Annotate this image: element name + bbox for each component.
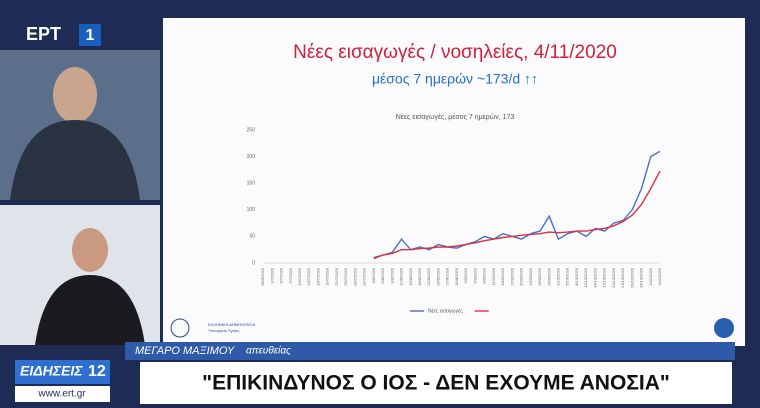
x-tick-label: 7/7/2020: [288, 267, 293, 283]
series-line: [373, 170, 661, 259]
x-tick-label: 30/8/2020: [454, 267, 459, 286]
ems-logo: [714, 318, 734, 338]
person-body: [10, 120, 140, 200]
x-tick-label: 6/8/2020: [380, 267, 385, 283]
news-label: ΕΙΔΗΣΕΙΣ: [20, 363, 83, 379]
x-tick-label: 11/10/2020: [583, 267, 588, 287]
x-tick-label: 1/11/2020: [648, 267, 653, 285]
x-tick-label: 8/10/2020: [574, 267, 579, 286]
x-tick-label: 28/7/2020: [352, 267, 357, 286]
x-tick-label: 24/8/2020: [435, 267, 440, 286]
x-tick-label: 8/9/2020: [482, 267, 487, 283]
x-tick-label: 11/9/2020: [491, 267, 496, 285]
x-tick-label: 19/7/2020: [325, 267, 330, 286]
x-tick-label: 3/8/2020: [371, 267, 376, 283]
y-tick-label: 50: [249, 234, 255, 240]
x-tick-label: 17/10/2020: [602, 267, 607, 288]
x-tick-label: 21/8/2020: [426, 267, 431, 286]
x-tick-label: 20/9/2020: [519, 267, 524, 286]
live-label: απευθείας: [246, 345, 291, 357]
y-tick-label: 100: [247, 207, 256, 213]
headline-bar: [140, 362, 732, 404]
person-head: [72, 228, 108, 272]
news-box: [15, 360, 110, 384]
site-box: [15, 386, 110, 402]
series-line: [373, 150, 661, 260]
plot-title: Νέες εισαγωγές, μέσος 7 ημερών, 173: [396, 113, 515, 121]
x-tick-label: 18/8/2020: [417, 267, 422, 286]
x-tick-label: 1/7/2020: [269, 267, 274, 283]
x-tick-label: 12/8/2020: [399, 267, 404, 286]
slide: [163, 18, 745, 346]
x-tick-label: 23/9/2020: [528, 267, 533, 286]
x-tick-label: 31/7/2020: [362, 267, 367, 286]
y-tick-label: 0: [252, 260, 255, 266]
plot: 0 50 100 150 200 250 28/6/2020 1/7/2020 4/7/2020…: [247, 127, 662, 314]
emblem: [170, 318, 190, 338]
x-tick-label: 28/6/2020: [260, 267, 265, 286]
x-tick-label: 9/8/2020: [389, 267, 394, 283]
x-tick-label: 25/7/2020: [343, 267, 348, 286]
legend-label: Νέες εισαγωγές: [428, 307, 463, 314]
x-tick-label: 27/8/2020: [445, 267, 450, 286]
x-tick-label: 4/7/2020: [279, 267, 284, 283]
x-tick-label: 14/10/2020: [592, 267, 597, 288]
person-body: [35, 275, 145, 345]
x-tick-label: 10/7/2020: [297, 267, 302, 286]
y-tick-label: 200: [247, 154, 256, 160]
x-tick-label: 16/7/2020: [315, 267, 320, 286]
x-tick-label: 2/9/2020: [463, 267, 468, 283]
location: ΜΕΓΑΡΟ ΜΑΞΙΜΟΥ: [135, 345, 235, 357]
x-tick-label: 20/10/2020: [611, 267, 616, 288]
x-tick-label: 14/9/2020: [500, 267, 505, 286]
x-tick-label: 4/11/2020: [657, 267, 662, 285]
slide-title: Νέες εισαγωγές / νοσηλείες, 4/11/2020: [293, 42, 617, 63]
x-tick-label: 5/9/2020: [472, 267, 477, 283]
headline: "ΕΠΙΚΙΝΔΥΝΟΣ Ο ΙΟΣ - ΔΕΝ ΕΧΟΥΜΕ ΑΝΟΣΙΑ": [202, 372, 670, 395]
news-hour: 12: [88, 363, 106, 380]
x-tick-label: 26/10/2020: [629, 267, 634, 288]
ministry: ΕΛΛΗΝΙΚΗ ΔΗΜΟΚΡΑΤΙΑ: [208, 322, 255, 327]
y-tick-label: 250: [247, 127, 256, 133]
x-tick-label: 17/9/2020: [509, 267, 514, 286]
x-tick-label: 2/10/2020: [556, 267, 561, 286]
location-bar: [125, 342, 735, 360]
logo-box: [79, 24, 101, 46]
y-tick-label: 150: [247, 181, 256, 187]
logo-brand: ΕΡΤ: [26, 24, 61, 44]
ministry-sub: Υπουργείο Υγείας: [208, 328, 239, 333]
x-tick-label: 26/9/2020: [537, 267, 542, 286]
x-tick-label: 15/8/2020: [408, 267, 413, 286]
person-head: [53, 67, 97, 123]
slide-subtitle: μέσος 7 ημερών ~173/d ↑↑: [372, 71, 538, 87]
site: www.ert.gr: [37, 389, 86, 400]
logo-channel: 1: [86, 27, 95, 44]
x-tick-label: 29/10/2020: [639, 267, 644, 288]
x-tick-label: 13/7/2020: [306, 267, 311, 286]
x-tick-label: 5/10/2020: [565, 267, 570, 286]
x-tick-label: 22/7/2020: [334, 267, 339, 286]
x-tick-label: 23/10/2020: [620, 267, 625, 288]
x-tick-label: 29/9/2020: [546, 267, 551, 286]
